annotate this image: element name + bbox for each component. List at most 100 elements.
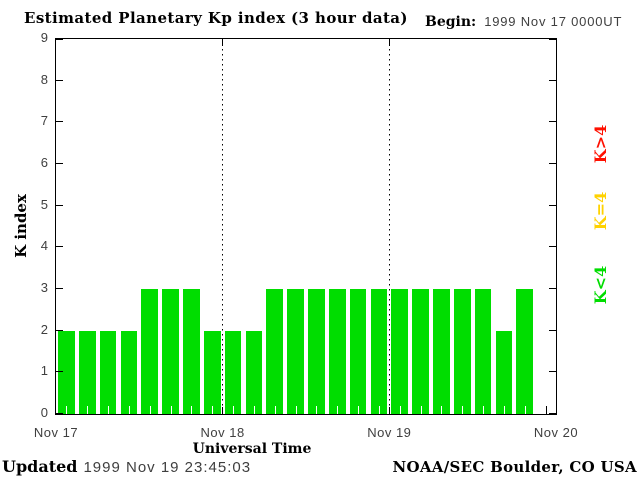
three-hour-tick xyxy=(233,406,235,414)
y-axis-tick-right xyxy=(549,39,556,40)
three-hour-tick xyxy=(399,406,401,414)
three-hour-tick xyxy=(483,406,485,414)
kp-bar xyxy=(203,330,221,414)
y-axis-tick-left xyxy=(56,329,63,331)
kp-bar xyxy=(474,289,492,414)
y-axis-tick-right xyxy=(549,246,556,248)
y-axis-label: 1 xyxy=(40,363,48,379)
y-axis-tick-right xyxy=(549,121,556,123)
plot-area xyxy=(55,38,557,415)
three-hour-tick xyxy=(170,406,172,414)
kp-bar xyxy=(391,289,409,414)
kp-bar xyxy=(183,289,200,414)
three-hour-tick xyxy=(66,406,68,414)
three-hour-tick xyxy=(378,406,380,414)
three-hour-tick xyxy=(212,406,214,414)
y-axis-tick-right xyxy=(549,204,556,206)
kp-bar xyxy=(453,289,471,414)
three-hour-tick xyxy=(545,406,547,414)
y-axis-label: 0 xyxy=(40,405,48,420)
chart-title: Estimated Planetary Kp index (3 hour dat… xyxy=(24,9,408,27)
three-hour-tick xyxy=(108,406,110,414)
credit-text: NOAA/SEC Boulder, CO USA xyxy=(392,458,637,476)
x-axis-label: Nov 20 xyxy=(533,425,579,440)
kp-bar xyxy=(349,289,367,414)
day-tick-top xyxy=(388,39,390,46)
three-hour-tick xyxy=(274,406,276,414)
kp-bar xyxy=(412,289,429,414)
y-axis-tick-right xyxy=(549,163,556,164)
updated-value: 1999 Nov 19 23:45:03 xyxy=(83,459,252,476)
kp-bar xyxy=(162,289,179,414)
three-hour-tick xyxy=(503,406,505,414)
y-axis-tick-left xyxy=(56,413,63,414)
three-hour-tick xyxy=(337,406,339,414)
three-hour-tick xyxy=(295,406,297,414)
y-axis-label: 6 xyxy=(40,155,48,170)
x-axis-label: Nov 17 xyxy=(33,425,79,440)
three-hour-tick xyxy=(87,406,89,414)
kp-bar xyxy=(433,289,450,414)
day-boundary-gridline xyxy=(388,39,390,414)
updated-timestamp: Updated 1999 Nov 19 23:45:03 xyxy=(2,457,251,476)
kp-bar xyxy=(58,330,75,414)
y-axis-tick-left xyxy=(56,246,63,248)
begin-value: 1999 Nov 17 0000UT xyxy=(484,14,623,29)
three-hour-tick xyxy=(462,406,464,414)
y-axis-label: 4 xyxy=(40,238,48,254)
three-hour-tick xyxy=(358,406,360,414)
y-axis-tick-left xyxy=(56,288,63,289)
three-hour-tick xyxy=(524,406,526,414)
y-axis-tick-left xyxy=(56,371,63,373)
y-axis-tick-left xyxy=(56,121,63,123)
y-axis-tick-left xyxy=(56,39,63,40)
kp-bar xyxy=(495,330,513,414)
y-axis-tick-right xyxy=(549,79,556,81)
begin-label: Begin: xyxy=(425,14,477,30)
three-hour-tick xyxy=(253,406,255,414)
three-hour-tick xyxy=(441,406,443,414)
three-hour-tick xyxy=(420,406,422,414)
kp-bar xyxy=(308,289,325,414)
y-axis-tick-right xyxy=(549,329,556,331)
y-axis-tick-right xyxy=(549,288,556,289)
kp-bar xyxy=(287,289,304,414)
day-tick-top xyxy=(222,39,224,46)
y-axis-tick-right xyxy=(549,413,556,414)
x-axis-title: Universal Time xyxy=(192,441,312,457)
kp-bar xyxy=(328,289,346,414)
three-hour-tick xyxy=(128,406,130,414)
x-axis-label: Nov 19 xyxy=(367,425,412,440)
kp-bar xyxy=(120,330,138,414)
kp-bar xyxy=(245,330,263,414)
legend-item-k-gt-4: K>4 xyxy=(591,124,610,164)
day-boundary-gridline xyxy=(222,39,224,414)
legend-item-k-eq-4: K=4 xyxy=(591,191,610,231)
y-axis-label: 7 xyxy=(40,113,48,129)
y-axis-tick-left xyxy=(56,204,63,206)
kp-bar xyxy=(99,330,117,414)
y-axis-tick-left xyxy=(56,79,63,81)
kp-bar xyxy=(266,289,284,414)
kp-bar xyxy=(516,289,534,414)
y-axis-label: 8 xyxy=(40,71,48,87)
day-tick-bottom xyxy=(388,407,390,414)
y-axis-label: 5 xyxy=(40,196,48,212)
three-hour-tick xyxy=(149,406,151,414)
kp-bar xyxy=(141,289,159,414)
kp-bar xyxy=(224,330,242,414)
x-axis-label: Nov 18 xyxy=(200,425,245,440)
y-axis-tick-left xyxy=(56,163,63,164)
y-axis-label: 9 xyxy=(40,30,48,45)
three-hour-tick xyxy=(316,406,318,414)
kp-bar xyxy=(370,289,388,414)
y-axis-label: 3 xyxy=(40,280,48,295)
legend-item-k-lt-4: K<4 xyxy=(591,265,610,305)
y-axis-tick-right xyxy=(549,371,556,373)
begin-info: Begin: 1999 Nov 17 0000UT xyxy=(425,11,622,30)
day-tick-bottom xyxy=(222,407,224,414)
y-axis-label: 2 xyxy=(40,321,48,337)
three-hour-tick xyxy=(191,406,193,414)
updated-label: Updated xyxy=(2,457,78,476)
